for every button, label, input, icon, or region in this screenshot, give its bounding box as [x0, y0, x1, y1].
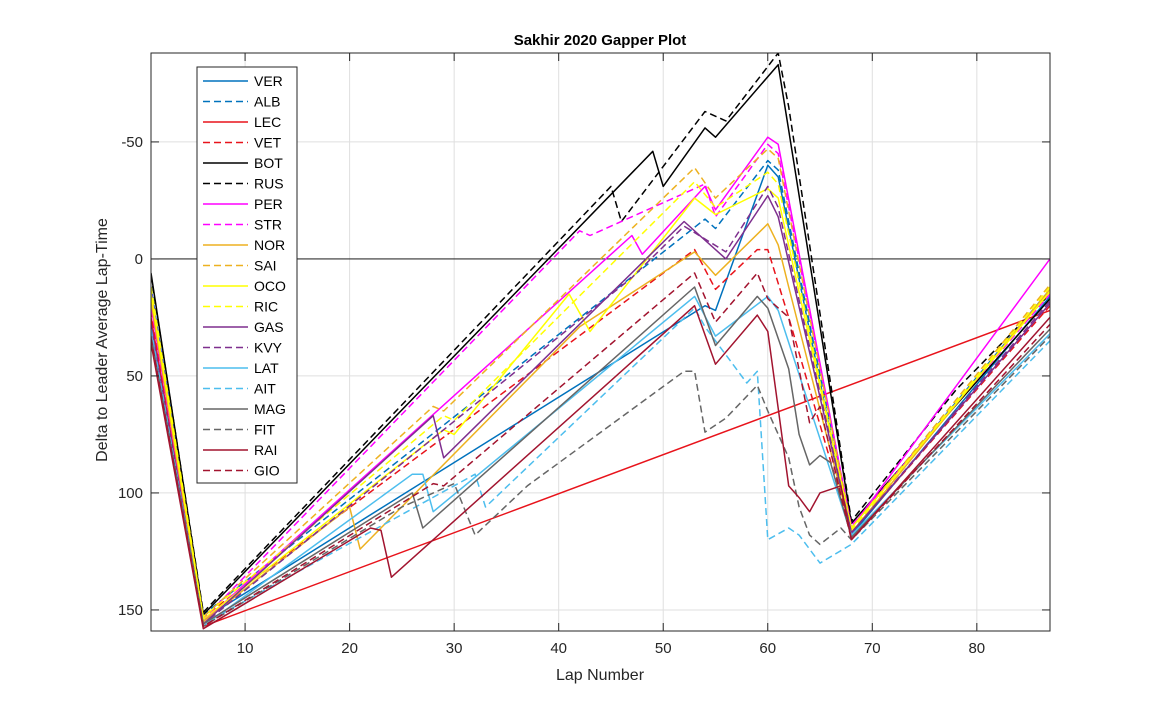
x-tick-label: 80	[968, 640, 985, 657]
x-tick-label: 40	[550, 640, 567, 657]
series-line-vet	[151, 248, 1050, 618]
series-line-alb	[151, 159, 1050, 616]
series-line-fit	[151, 335, 1050, 628]
series-line-mag	[151, 286, 1050, 625]
legend-label-ver: VER	[254, 73, 283, 89]
series-line-oco	[151, 187, 1050, 621]
legend-label-gas: GAS	[254, 319, 284, 335]
legend-label-nor: NOR	[254, 237, 285, 253]
axis-ticks: 10 20 30 40 50 60 70 80 -50 0 50 100 150	[118, 53, 1050, 657]
x-tick-label: 70	[864, 640, 881, 657]
series-line-gio	[151, 272, 1050, 628]
series-line-bot	[151, 63, 1050, 616]
x-tick-label: 20	[341, 640, 358, 657]
series-line-str	[151, 143, 1050, 621]
y-axis-label: Delta to Leader Average Lap-Time	[94, 218, 111, 462]
x-tick-label: 10	[237, 640, 254, 657]
legend-label-gio: GIO	[254, 463, 280, 479]
series-line-gas	[151, 194, 1050, 625]
plot-frame	[150, 52, 1051, 632]
series-line-kvy	[151, 185, 1050, 625]
x-tick-label: 50	[655, 640, 672, 657]
y-tick-label: 150	[118, 602, 143, 619]
legend-label-rai: RAI	[254, 442, 277, 458]
x-tick-label: 30	[446, 640, 463, 657]
chart-title: Sakhir 2020 Gapper Plot	[514, 32, 687, 49]
legend-label-lat: LAT	[254, 360, 279, 376]
series-line-ric	[151, 171, 1050, 618]
x-tick-label: 60	[759, 640, 776, 657]
legend-label-lec: LEC	[254, 114, 281, 130]
series-line-rai	[151, 304, 1050, 630]
legend-label-bot: BOT	[254, 155, 283, 171]
legend-label-ait: AIT	[254, 381, 276, 397]
legend-label-mag: MAG	[254, 401, 286, 417]
legend-label-fit: FIT	[254, 422, 275, 438]
y-tick-label: 0	[135, 251, 143, 268]
legend-label-kvy: KVY	[254, 340, 283, 356]
y-tick-label: -50	[121, 134, 143, 151]
x-axis-label: Lap Number	[556, 667, 645, 684]
legend-label-alb: ALB	[254, 94, 280, 110]
series-line-rus	[151, 53, 1050, 614]
y-tick-label: 50	[126, 368, 143, 385]
legend-label-sai: SAI	[254, 258, 277, 274]
series-lines	[151, 53, 1050, 630]
legend-label-str: STR	[254, 217, 282, 233]
legend-label-rus: RUS	[254, 176, 284, 192]
legend-label-vet: VET	[254, 135, 282, 151]
legend-box	[196, 66, 298, 484]
legend: VER ALB LEC VET BOT RUS PER STR NOR SAI OCO RIC GAS K…	[196, 66, 298, 484]
legend-label-ric: RIC	[254, 299, 278, 315]
y-tick-label: 100	[118, 485, 143, 502]
series-line-sai	[151, 148, 1050, 618]
legend-label-per: PER	[254, 196, 283, 212]
legend-label-oco: OCO	[254, 278, 286, 294]
